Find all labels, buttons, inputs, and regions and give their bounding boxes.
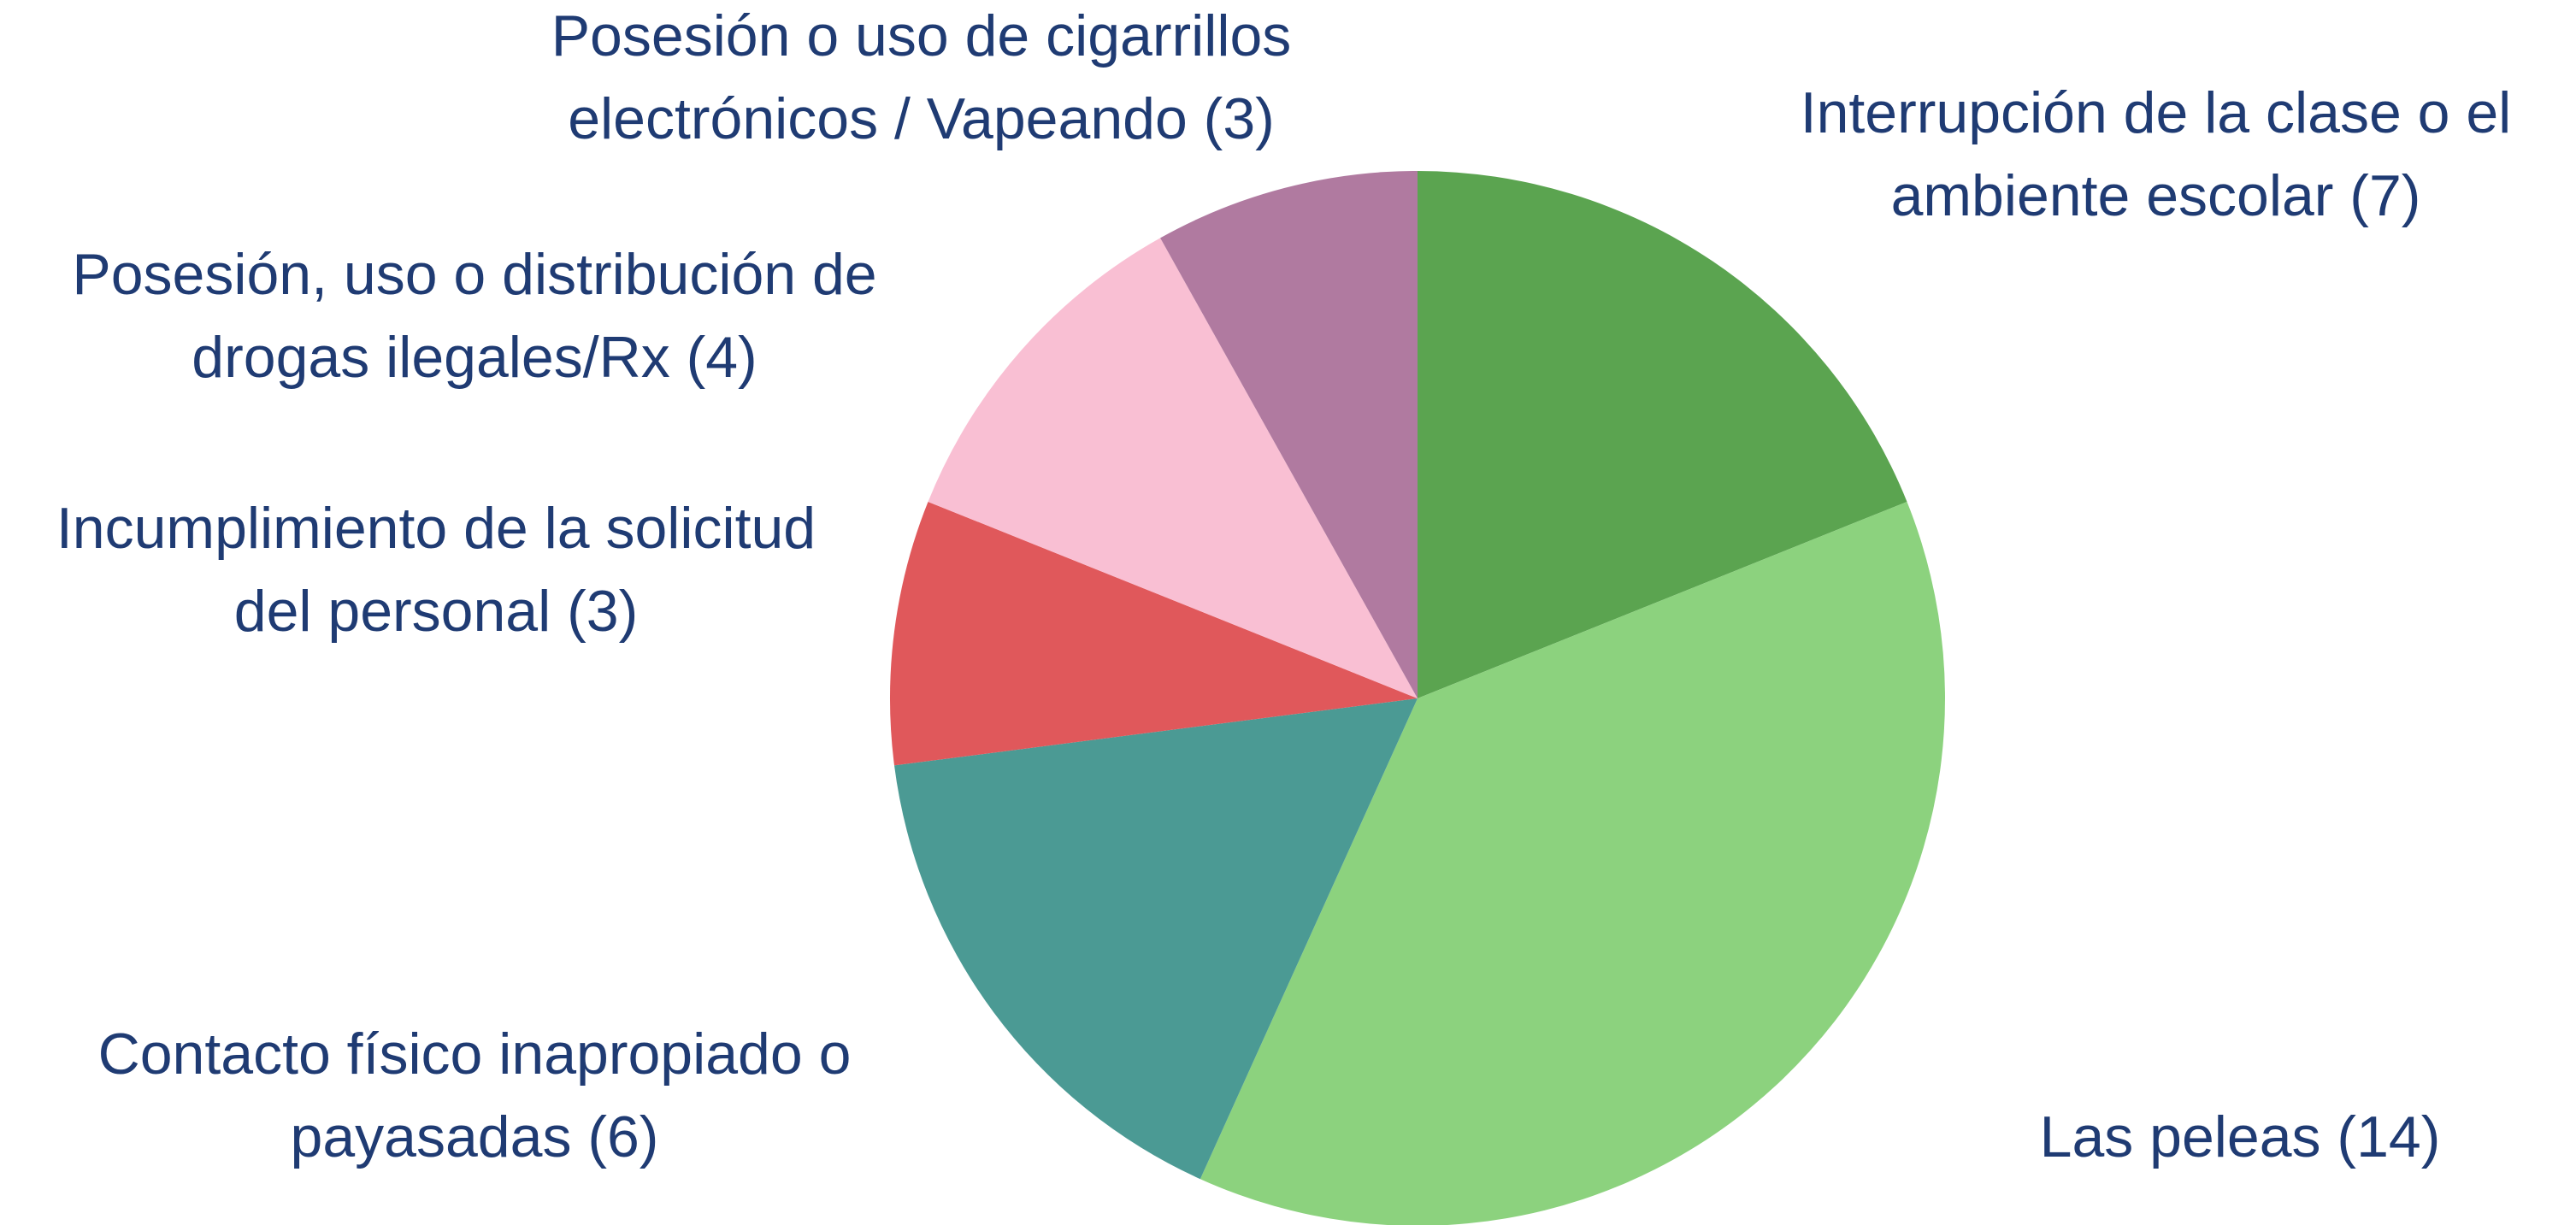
- slice-label: Contacto físico inapropiado o payasadas …: [97, 1022, 852, 1169]
- slice-label: Posesión, uso o distribución de drogas i…: [72, 242, 877, 390]
- pie-slice: [890, 501, 1418, 766]
- slice-label: Interrupción de la clase o el ambiente e…: [1800, 80, 2512, 228]
- pie-slice: [1418, 171, 1907, 698]
- slice-label: Las peleas (14): [2039, 1104, 2441, 1169]
- pie-slice: [928, 238, 1418, 698]
- slice-label: Incumplimiento de la solicitud del perso…: [56, 496, 816, 644]
- slice-label: Posesión o uso de cigarrillos electrónic…: [551, 3, 1292, 151]
- pie-slice: [893, 698, 1418, 1180]
- pie-slice: [1200, 501, 1945, 1225]
- pie-slice: [1160, 171, 1418, 698]
